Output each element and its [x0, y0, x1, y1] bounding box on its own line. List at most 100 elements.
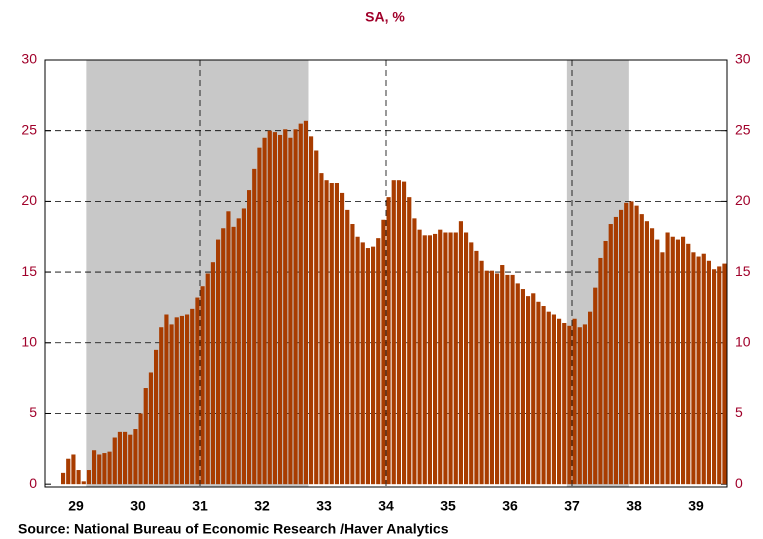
bar	[360, 242, 365, 485]
bar	[371, 246, 376, 485]
bar	[469, 242, 474, 485]
bar	[334, 183, 339, 485]
bar	[500, 265, 505, 485]
bar	[598, 257, 603, 485]
bar	[510, 274, 515, 485]
bar	[458, 221, 463, 485]
bar	[582, 324, 587, 485]
bar	[489, 270, 494, 485]
bar	[557, 318, 562, 485]
bar	[588, 311, 593, 485]
bar	[97, 454, 102, 485]
bar	[541, 306, 546, 485]
bar	[701, 253, 706, 485]
bar	[71, 454, 76, 485]
bar	[298, 123, 303, 485]
y-tick-label: 25	[21, 121, 37, 137]
bar	[138, 413, 143, 485]
bar	[185, 314, 190, 485]
bar	[448, 232, 453, 485]
bar	[345, 209, 350, 485]
bar	[603, 240, 608, 485]
bar	[267, 130, 272, 485]
bar	[221, 228, 226, 485]
x-tick-label: 33	[316, 498, 332, 514]
bar	[438, 229, 443, 485]
bar	[123, 431, 128, 485]
bar	[169, 324, 174, 485]
bar	[696, 256, 701, 485]
bar	[350, 224, 355, 485]
bar	[148, 372, 153, 485]
bar	[117, 431, 122, 485]
bar	[422, 235, 427, 485]
x-tick-label: 36	[502, 498, 518, 514]
bar	[722, 263, 727, 485]
x-tick-label: 35	[440, 498, 456, 514]
bar	[190, 308, 195, 485]
y2-tick-label: 30	[735, 51, 751, 67]
y-tick-label: 30	[21, 51, 37, 67]
bar	[495, 273, 500, 485]
x-tick-label: 37	[564, 498, 580, 514]
bar	[613, 216, 618, 485]
bar	[515, 283, 520, 485]
bar	[309, 136, 314, 485]
bar	[407, 197, 412, 485]
bar	[433, 233, 438, 485]
plot-frame	[44, 59, 728, 488]
bar	[644, 221, 649, 485]
bar	[102, 453, 107, 485]
y2-tick-label: 5	[735, 404, 743, 420]
bar	[262, 137, 267, 485]
bar	[76, 470, 81, 485]
bar	[665, 232, 670, 485]
bar	[381, 219, 386, 485]
bar	[257, 147, 262, 485]
y-tick-label: 0	[29, 475, 37, 491]
x-tick-label: 30	[130, 498, 146, 514]
bar	[551, 314, 556, 485]
bar	[391, 180, 396, 485]
bar	[577, 327, 582, 485]
bar	[572, 318, 577, 485]
bar	[691, 252, 696, 485]
bar	[655, 239, 660, 485]
bar	[376, 238, 381, 485]
bar	[417, 229, 422, 485]
recession-shade	[566, 60, 629, 487]
bar	[210, 262, 215, 485]
source-note: Source: National Bureau of Economic Rese…	[18, 521, 449, 537]
y2-tick-label: 10	[735, 333, 751, 349]
bar	[365, 248, 370, 485]
bar	[660, 252, 665, 485]
y2-tick-label: 15	[735, 263, 751, 279]
bar	[464, 232, 469, 485]
bar	[505, 274, 510, 485]
bar	[283, 129, 288, 485]
bar	[396, 180, 401, 485]
bar	[179, 315, 184, 485]
bar	[624, 202, 629, 485]
bar	[133, 429, 138, 485]
x-tick-label: 39	[688, 498, 704, 514]
bar	[629, 201, 634, 485]
bar	[231, 226, 236, 485]
bar	[154, 349, 159, 485]
bar	[650, 228, 655, 485]
bar	[484, 270, 489, 485]
x-tick-label: 34	[378, 498, 394, 514]
bar	[195, 297, 200, 485]
bar	[340, 192, 345, 485]
bar	[303, 120, 308, 485]
bar	[593, 287, 598, 485]
bar	[66, 458, 71, 485]
bar	[453, 232, 458, 485]
x-tick-label: 32	[254, 498, 270, 514]
bar	[278, 134, 283, 485]
bar	[675, 239, 680, 485]
bar	[706, 260, 711, 485]
bar	[314, 150, 319, 485]
bar	[670, 236, 675, 485]
